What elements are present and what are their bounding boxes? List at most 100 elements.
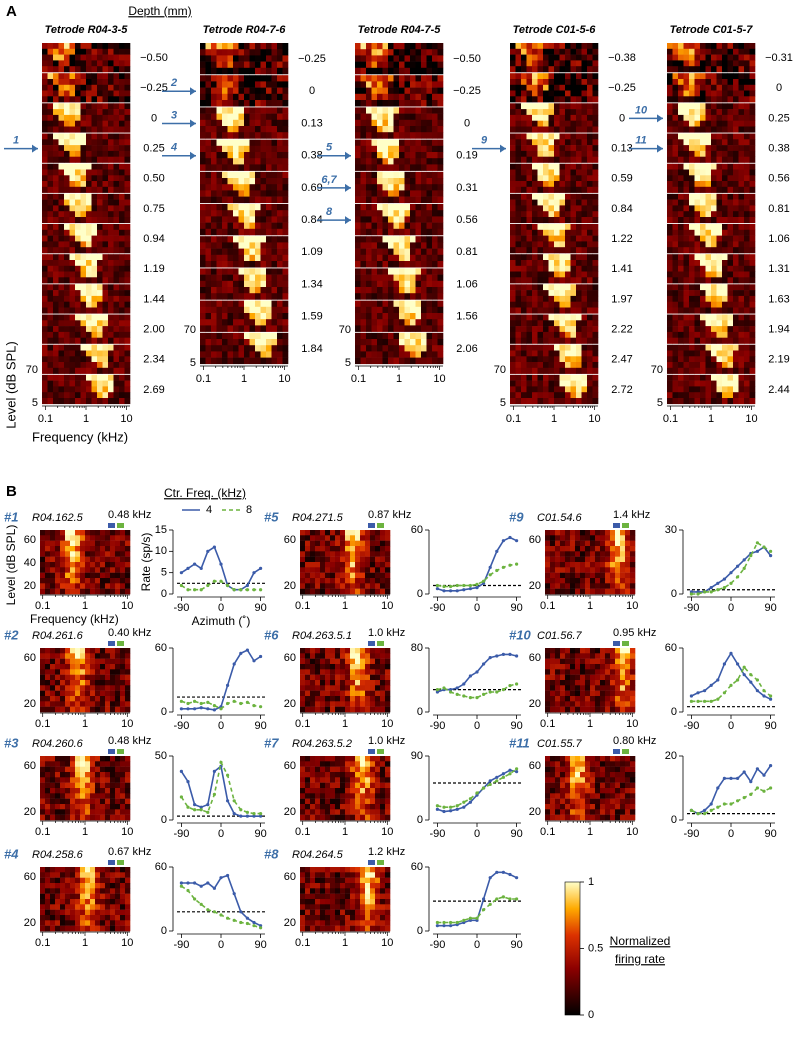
heatmap-cell (706, 236, 712, 242)
heatmap-cell (684, 368, 690, 374)
heatmap-cell (667, 254, 673, 260)
heatmap-cell (255, 358, 261, 365)
heatmap-cell (667, 157, 673, 163)
heatmap-cell (86, 164, 92, 170)
heatmap-cell (593, 315, 599, 321)
heatmap-cell (97, 260, 103, 266)
heatmap-cell (750, 381, 756, 387)
heatmap-cell (75, 351, 81, 357)
heatmap-cell (97, 127, 103, 133)
heatmap-cell (565, 290, 571, 296)
heatmap-cell (250, 204, 256, 211)
heatmap-cell (228, 255, 234, 261)
heatmap-cell (516, 55, 522, 61)
heatmap-cell (211, 210, 217, 217)
heatmap-cell (587, 205, 593, 211)
heatmap-cell (728, 308, 734, 314)
heatmap-cell (114, 332, 120, 338)
heatmap-cell (510, 187, 516, 193)
heatmap-cell (717, 247, 723, 253)
heatmap-cell (355, 164, 361, 171)
heatmap-cell (549, 115, 555, 121)
heatmap-cell (355, 190, 361, 197)
heatmap-cell (90, 557, 95, 563)
heatmap-cell (75, 217, 81, 223)
heatmap-cell (80, 530, 85, 536)
heatmap-cell (244, 184, 250, 191)
heatmap-cell (432, 132, 438, 139)
unit-marker-label: 9 (481, 134, 488, 146)
heatmap-cell (744, 170, 750, 176)
heatmap-cell (527, 266, 533, 272)
heatmap-cell (377, 229, 383, 236)
heatmap-cell (750, 254, 756, 260)
heatmap-cell (217, 146, 223, 153)
heatmap (42, 194, 130, 223)
heatmap-cell (255, 210, 261, 217)
heatmap-cell (48, 284, 54, 290)
heatmap-cell (739, 134, 745, 140)
heatmap-cell (571, 91, 577, 97)
heatmap-cell (582, 217, 588, 223)
heatmap-cell (81, 205, 87, 211)
heatmap-cell (103, 302, 109, 308)
heatmap-cell (510, 91, 516, 97)
depth-label: 1.63 (768, 293, 789, 305)
heatmap-cell (521, 368, 527, 374)
colorbar (565, 882, 580, 1015)
heatmap-cell (206, 242, 212, 249)
heatmap-cell (115, 578, 120, 584)
heatmap-cell (217, 107, 223, 114)
heatmap-cell (394, 178, 400, 185)
heatmap-cell (587, 109, 593, 115)
heatmap-cell (554, 134, 560, 140)
heatmap-cell (427, 216, 433, 223)
heatmap-cell (272, 55, 278, 62)
heatmap-cell (261, 172, 267, 179)
heatmap-cell (739, 139, 745, 145)
heatmap-cell (549, 91, 555, 97)
heatmap-cell (399, 81, 405, 88)
heatmap-cell (48, 247, 54, 253)
heatmap-cell (733, 247, 739, 253)
heatmap-cell (119, 302, 125, 308)
heatmap-cell (200, 223, 206, 230)
heatmap-cell (70, 551, 75, 557)
heatmap-cell (700, 170, 706, 176)
heatmap-cell (571, 266, 577, 272)
heatmap-cell (59, 320, 65, 326)
heatmap-cell (377, 146, 383, 153)
heatmap-cell (416, 94, 422, 101)
heatmap-cell (125, 272, 131, 278)
heatmap-cell (233, 184, 239, 191)
heatmap-cell (108, 194, 114, 200)
heatmap-cell (372, 339, 378, 346)
heatmap-cell (355, 178, 361, 185)
heatmap-cell (59, 381, 65, 387)
heatmap-cell (410, 100, 416, 107)
heatmap-cell (438, 287, 444, 294)
heatmap-cell (722, 266, 728, 272)
heatmap-cell (521, 103, 527, 109)
heatmap-cell (266, 319, 272, 326)
heatmap-cell (372, 132, 378, 139)
heatmap-cell (125, 211, 131, 217)
heatmap-cell (119, 381, 125, 387)
heatmap-cell (728, 139, 734, 145)
heatmap-cell (538, 60, 544, 66)
heatmap-cell (48, 79, 54, 85)
heatmap-cell (722, 60, 728, 66)
heatmap-cell (103, 241, 109, 247)
heatmap-cell (678, 217, 684, 223)
heatmap-cell (510, 164, 516, 170)
heatmap-cell (81, 386, 87, 392)
heatmap-cell (217, 249, 223, 256)
heatmap-cell (593, 187, 599, 193)
heatmap-cell (233, 345, 239, 352)
heatmap-cell (92, 73, 98, 79)
heatmap-cell (416, 114, 422, 121)
heatmap-cell (728, 170, 734, 176)
heatmap-cell (97, 55, 103, 61)
heatmap-cell (538, 170, 544, 176)
heatmap-cell (549, 368, 555, 374)
